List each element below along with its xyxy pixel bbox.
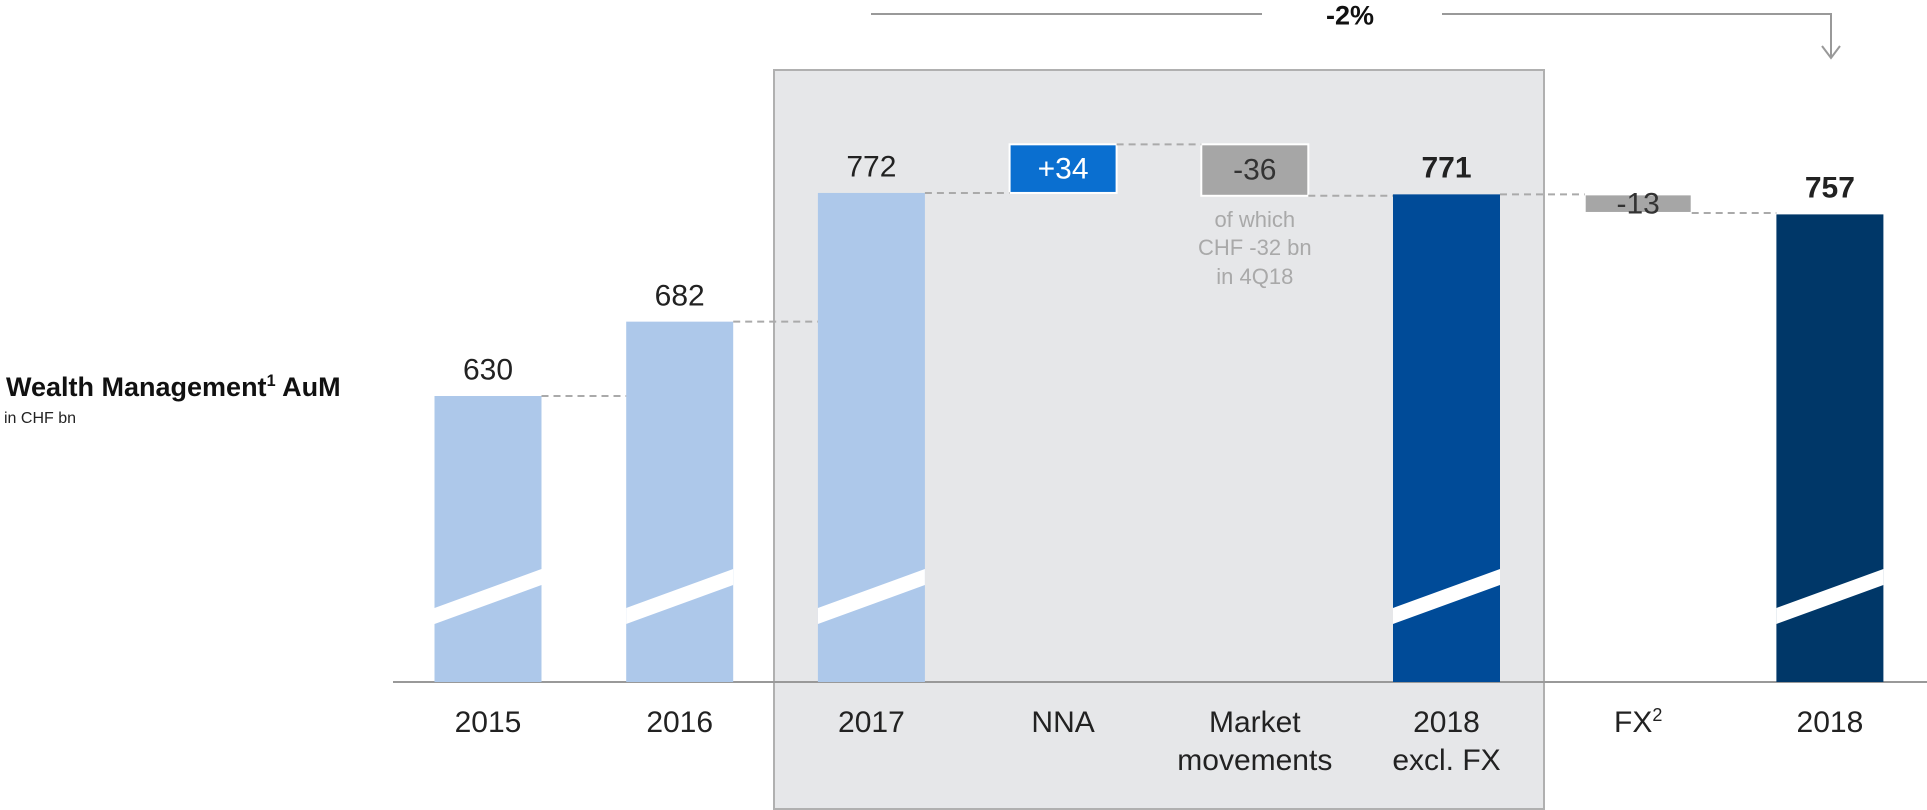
chart-title: Wealth Management1 AuM — [6, 372, 341, 403]
bar — [626, 321, 734, 682]
axis-break — [434, 569, 542, 624]
annotation: -2% — [1325, 0, 1375, 31]
title-text: Wealth Management — [6, 372, 267, 402]
title-suffix: AuM — [282, 372, 341, 402]
value-label: 772 — [846, 150, 897, 184]
x-tick-label: 2017 — [838, 706, 905, 739]
bar — [434, 396, 542, 682]
arrow-head — [1821, 45, 1841, 60]
footnote-mark: 2 — [1652, 705, 1663, 725]
value-label: 682 — [654, 278, 705, 312]
x-tick-label: 2018 excl. FX — [1392, 706, 1501, 777]
subtitle: in CHF bn — [4, 410, 77, 427]
x-tick-label: 2018 — [1796, 706, 1864, 739]
value-label: 630 — [462, 353, 514, 387]
value-label: +34 — [1037, 151, 1089, 185]
bar — [1008, 143, 1118, 194]
value-label: 771 — [1421, 151, 1472, 185]
value-label: -13 — [1616, 186, 1660, 220]
axis-break — [817, 569, 925, 624]
footnote-mark: 1 — [266, 372, 276, 390]
bar — [1200, 143, 1310, 197]
x-tick-label: Market movements — [1177, 706, 1333, 777]
x-tick-label: 2015 — [454, 706, 522, 739]
note: of which CHF -32 bn in 4Q18 — [1197, 206, 1312, 289]
axis-break — [626, 569, 734, 624]
value-label: -36 — [1233, 153, 1277, 187]
x-tick-label: NNA — [1031, 706, 1095, 739]
value-label: 757 — [1804, 171, 1855, 205]
axis-break — [1776, 569, 1884, 624]
x-tick-label: FX2 — [1614, 705, 1663, 739]
bar — [1583, 193, 1693, 214]
axis-break — [1393, 569, 1500, 624]
x-tick-label: 2016 — [646, 706, 714, 739]
arrow-line — [1442, 13, 1832, 58]
